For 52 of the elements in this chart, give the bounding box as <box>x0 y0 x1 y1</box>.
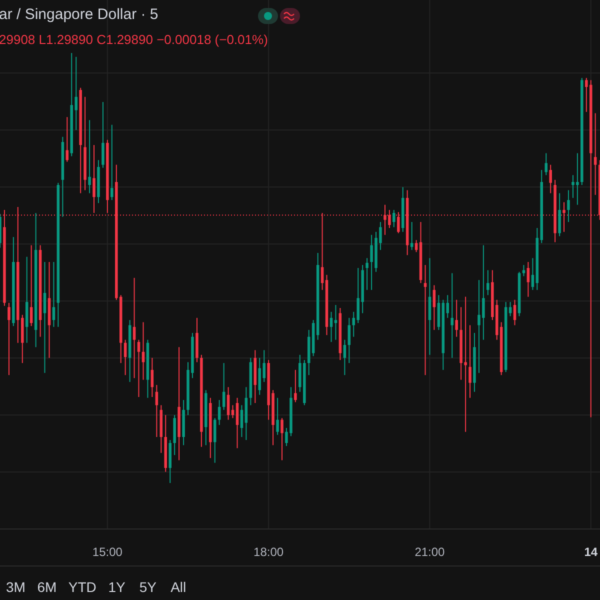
candlestick <box>424 264 427 376</box>
candlestick <box>522 264 526 277</box>
candlestick <box>549 164 552 194</box>
candlestick <box>236 397 239 449</box>
text: All <box>170 579 186 595</box>
candlestick <box>558 192 561 237</box>
candlestick <box>486 270 490 296</box>
candlestick <box>43 261 46 374</box>
candlestick <box>414 240 418 253</box>
candlestick <box>132 277 136 379</box>
candlestick <box>137 339 140 398</box>
x-tick-label: 15:00 <box>92 545 123 559</box>
candlestick <box>240 404 244 438</box>
candlestick <box>544 152 548 176</box>
candlestick <box>88 120 91 194</box>
text: 3M <box>6 579 26 595</box>
candlestick <box>102 102 104 168</box>
x-tick-label: 21:00 <box>414 545 446 559</box>
candlestick <box>222 362 226 410</box>
candlestick <box>276 397 279 436</box>
candlestick <box>366 258 368 290</box>
candlestick <box>392 209 396 228</box>
candlestick <box>110 124 114 201</box>
candlestick <box>468 324 472 398</box>
x-tick-label: 18:00 <box>254 545 284 559</box>
candlestick <box>8 302 10 376</box>
text: 14 <box>584 545 598 559</box>
candlestick <box>52 261 56 328</box>
candlestick <box>280 418 284 461</box>
candlestick <box>226 386 230 420</box>
candlestick <box>508 301 512 317</box>
candlestick <box>410 221 414 250</box>
candlestick <box>594 112 597 196</box>
candlestick <box>218 400 221 426</box>
candlestick <box>66 116 69 162</box>
chart-subtitle: 29908 L1.29890 C1.29890 −0.00018 (−0.01%) <box>0 32 268 47</box>
candlestick <box>30 244 33 327</box>
candlestick <box>343 339 346 376</box>
text: 5Y <box>139 579 158 595</box>
candlestick <box>334 304 338 340</box>
text: YTD <box>68 579 96 595</box>
candlestick <box>531 258 534 290</box>
chart-title: ar / Singapore Dollar · 5 <box>0 6 158 23</box>
candlestick <box>455 299 458 338</box>
candlestick <box>294 369 297 403</box>
text: 6M <box>37 579 57 595</box>
candlestick <box>348 317 351 364</box>
candlestick <box>450 272 454 358</box>
candlestick <box>330 311 333 342</box>
candlestick <box>513 299 516 326</box>
text: 1Y <box>108 579 126 595</box>
candlestick <box>567 190 570 222</box>
